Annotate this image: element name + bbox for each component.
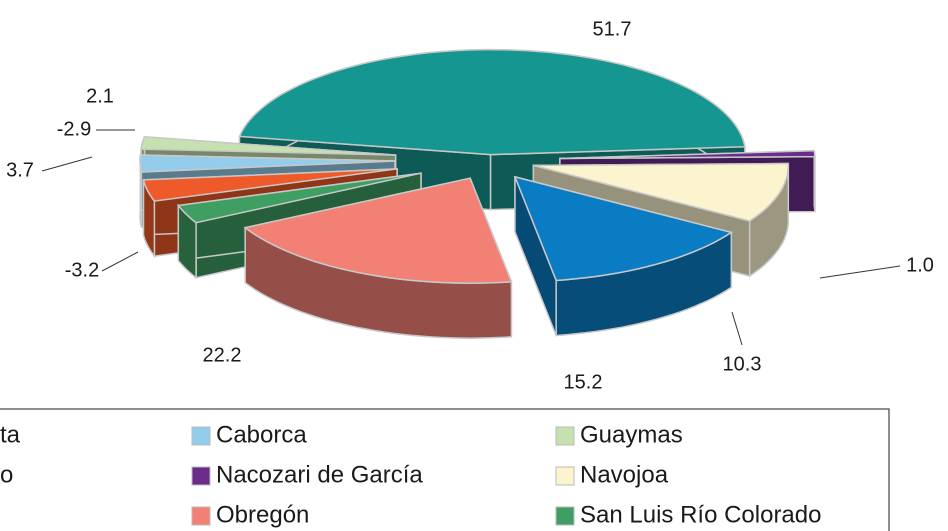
legend-swatch <box>555 426 575 446</box>
leader-line <box>101 251 139 272</box>
data-label: 2.1 <box>86 85 114 107</box>
legend-label: Obregón <box>216 501 309 528</box>
legend-label: Caborca <box>216 421 307 448</box>
slice-top <box>243 177 513 284</box>
slice-rim <box>813 150 816 212</box>
data-label: 51.7 <box>593 18 632 40</box>
data-label: 3.7 <box>6 159 34 181</box>
leader-line <box>731 311 743 346</box>
leader-line <box>41 156 93 172</box>
legend-swatch <box>191 426 211 446</box>
legend-box <box>0 408 890 531</box>
legend-label: San Luis Río Colorado <box>580 501 821 528</box>
legend-swatch <box>191 506 211 526</box>
legend-swatch <box>555 506 575 526</box>
slice-top <box>238 48 746 156</box>
leader-line <box>819 265 901 279</box>
slice-top <box>513 175 734 282</box>
data-label: -3.2 <box>65 259 99 281</box>
slice <box>243 177 513 339</box>
legend-label: Guaymas <box>580 421 683 448</box>
data-label: 10.3 <box>723 353 762 375</box>
slice-top <box>140 136 396 156</box>
slice-top <box>176 172 422 224</box>
data-label: -2.9 <box>57 118 91 140</box>
legend-label: ta <box>0 421 21 448</box>
legend-label: Nacozari de García <box>216 461 423 488</box>
legend-swatch <box>191 466 211 486</box>
slice-top <box>139 154 396 173</box>
data-label: 1.0 <box>906 254 934 276</box>
data-label: 15.2 <box>564 371 603 393</box>
legend-swatch <box>555 466 575 486</box>
slice-top <box>533 162 790 222</box>
slice <box>513 175 734 337</box>
data-label: 22.2 <box>203 344 242 366</box>
legend-label: Navojoa <box>580 461 669 488</box>
slice-top <box>142 168 398 202</box>
legend-label: o <box>0 461 13 488</box>
slice-top <box>559 149 816 160</box>
